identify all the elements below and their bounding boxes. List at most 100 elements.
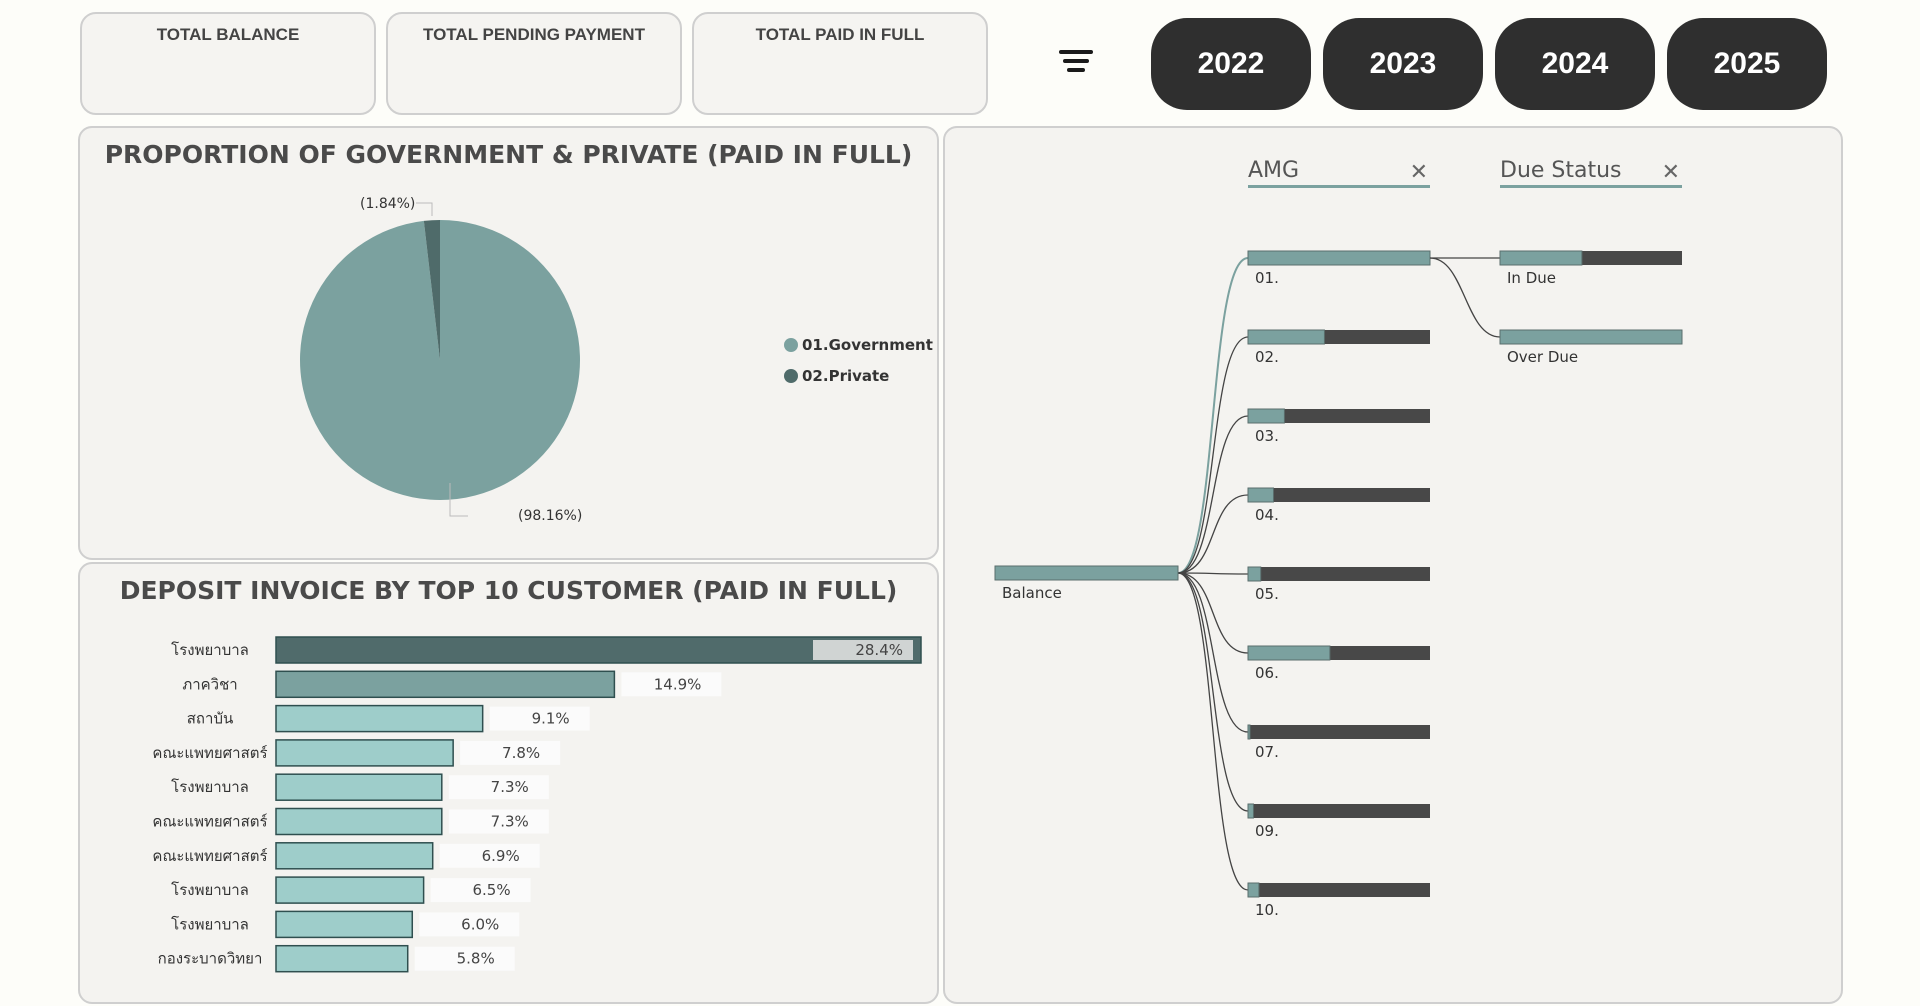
bar-chart-panel: DEPOSIT INVOICE BY TOP 10 CUSTOMER (PAID… [78, 562, 939, 1004]
data-label-background [414, 946, 515, 971]
bar-category-label: โรงพยาบาล [171, 881, 249, 899]
bar-category-label: คณะแพทยศาสตร์ [152, 813, 267, 831]
decomposition-tree-panel: AMG ✕ Due Status ✕ Balance 01. 02. 03. 04. 05… [943, 126, 1843, 1004]
tree-node-bar-fill[interactable] [1247, 329, 1325, 345]
bar-value-label: 6.0% [461, 915, 499, 933]
bar[interactable] [275, 842, 434, 870]
decomposition-tree: Balance 01. 02. 03. 04. 05. 06. 07. 09. 10. In Due… [994, 250, 1683, 919]
tree-connector [1177, 572, 1249, 575]
year-button-2024[interactable]: 2024 [1495, 18, 1655, 110]
tree-node-label: 05. [1255, 585, 1279, 603]
tree-node-bar-background[interactable] [1248, 409, 1430, 423]
kpi-label: TOTAL BALANCE [156, 25, 300, 44]
pie-chart-title: PROPORTION OF GOVERNMENT & PRIVATE (PAID… [104, 140, 913, 169]
bar-category-label: โรงพยาบาล [171, 778, 249, 796]
pie-chart [299, 202, 580, 517]
pie-chart-panel: PROPORTION OF GOVERNMENT & PRIVATE (PAID… [78, 126, 939, 560]
bar-category-label: คณะแพทยศาสตร์ [152, 744, 267, 762]
bar-category-label: ภาควิชา [182, 675, 237, 693]
leader-line [416, 202, 433, 216]
data-label-background [448, 775, 549, 800]
year-button-2023[interactable]: 2023 [1323, 18, 1483, 110]
bar-value-label: 7.8% [502, 744, 540, 762]
bar-chart: โรงพยาบาล 28.4% ภาควิชา 14.9% สถาบัน 9.1% คณะแ… [152, 636, 922, 973]
year-button-2025[interactable]: 2025 [1667, 18, 1827, 110]
bar-value-label: 6.5% [473, 881, 511, 899]
legend-label: 01.Government [802, 336, 933, 354]
level-header-amg[interactable]: AMG ✕ [1248, 158, 1430, 188]
kpi-label: TOTAL PENDING PAYMENT [423, 25, 645, 44]
bar[interactable] [275, 773, 443, 801]
tree-node-bar-background[interactable] [1248, 488, 1430, 502]
bar-category-label: คณะแพทยศาสตร์ [152, 847, 267, 865]
bar-category-label: กองระบาดวิทยา [158, 950, 263, 968]
data-label-background [460, 740, 561, 765]
data-label-background [813, 640, 913, 660]
tree-connector [1177, 572, 1249, 812]
close-icon[interactable]: ✕ [1661, 160, 1680, 185]
bar-chart-title: DEPOSIT INVOICE BY TOP 10 CUSTOMER (PAID… [119, 576, 898, 605]
tree-node-bar-fill[interactable] [1247, 724, 1251, 740]
close-icon[interactable]: ✕ [1409, 160, 1428, 185]
tree-node-label: Over Due [1507, 348, 1578, 366]
tree-connector [1177, 257, 1249, 574]
bar-category-label: โรงพยาบาล [171, 915, 249, 933]
bar[interactable] [275, 670, 616, 699]
pie-label-private: (1.84%) [360, 196, 416, 212]
bar[interactable] [275, 876, 425, 904]
legend-item-private[interactable]: 02.Private [784, 367, 889, 385]
bar-value-label: 7.3% [491, 778, 529, 796]
tree-node-label: 04. [1255, 506, 1279, 524]
level-header-label: AMG [1248, 158, 1300, 183]
tree-node-bar-fill[interactable] [1247, 487, 1274, 503]
tree-connector [1429, 257, 1501, 338]
bar[interactable] [275, 910, 414, 939]
tree-node-bar-fill[interactable] [1247, 882, 1260, 898]
bar[interactable] [275, 739, 454, 767]
bar-value-label: 6.9% [482, 847, 520, 865]
pie-slice-government[interactable] [299, 220, 580, 501]
tree-node-bar-fill[interactable] [1499, 329, 1683, 345]
tree-node-bar-fill[interactable] [1247, 645, 1331, 661]
tree-connector [1177, 572, 1249, 733]
level-header-label: Due Status [1500, 158, 1622, 183]
tree-node-bar-background[interactable] [1248, 725, 1430, 739]
tree-node-label: 02. [1255, 348, 1279, 366]
tree-connector [1177, 494, 1249, 574]
kpi-card-total-paid-in-full: TOTAL PAID IN FULL [692, 12, 988, 115]
tree-node-bar-fill[interactable] [1247, 250, 1431, 266]
bar[interactable] [275, 807, 443, 836]
tree-node-bar-fill[interactable] [1247, 803, 1254, 819]
tree-connector [1177, 572, 1249, 891]
tree-node-bar-background[interactable] [1248, 883, 1430, 897]
kpi-card-total-balance: TOTAL BALANCE [80, 12, 376, 115]
tree-node-bar-fill[interactable] [1247, 566, 1262, 582]
bar-value-label: 7.3% [491, 813, 529, 831]
tree-node-bar-fill[interactable] [1499, 250, 1583, 266]
bar-value-label: 5.8% [457, 950, 495, 968]
bar-category-label: สถาบัน [187, 710, 233, 728]
legend-label: 02.Private [802, 367, 890, 385]
bar-category-label: โรงพยาบาล [171, 641, 249, 659]
level-header-due-status[interactable]: Due Status ✕ [1500, 158, 1682, 188]
tree-node-label: 06. [1255, 664, 1279, 682]
data-label-background [448, 809, 549, 834]
tree-node-bar-background[interactable] [1248, 567, 1430, 581]
pie-label-government: (98.16%) [518, 508, 583, 524]
tree-connector [1177, 415, 1249, 574]
tree-node-label: 07. [1255, 743, 1279, 761]
filter-icon[interactable] [1058, 50, 1094, 80]
data-label-background [621, 672, 722, 697]
bar[interactable] [275, 944, 409, 973]
data-label-background [489, 706, 590, 731]
pie-slice-private[interactable] [423, 220, 440, 360]
tree-node-bar-background[interactable] [1248, 804, 1430, 818]
legend-item-government[interactable]: 01.Government [784, 336, 933, 354]
tree-root-bar[interactable] [994, 565, 1179, 581]
bar-value-label: 9.1% [532, 710, 570, 728]
tree-node-bar-fill[interactable] [1247, 408, 1285, 424]
tree-node-label: 01. [1255, 269, 1279, 287]
bar[interactable] [275, 704, 484, 733]
kpi-label: TOTAL PAID IN FULL [755, 25, 925, 44]
year-button-2022[interactable]: 2022 [1151, 18, 1311, 110]
